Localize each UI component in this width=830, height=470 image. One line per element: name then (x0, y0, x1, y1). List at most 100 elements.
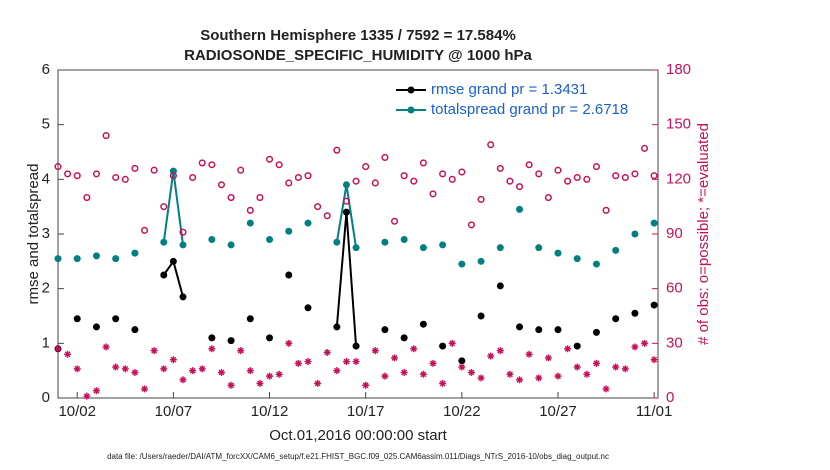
point (208, 334, 216, 342)
possible-marker (583, 175, 591, 183)
evaluated-marker (294, 359, 302, 367)
point (112, 315, 120, 323)
evaluated-marker (141, 385, 149, 393)
point (419, 320, 427, 328)
point (208, 235, 216, 243)
point (458, 357, 466, 365)
evaluated-marker (525, 350, 533, 358)
possible-marker (342, 197, 351, 205)
legend-label: rmse grand pr = 1.3431 (431, 81, 587, 98)
point (400, 235, 408, 243)
x-tick-label: 10/07 (155, 403, 193, 420)
possible-marker (381, 153, 389, 162)
y2-tick-label: 0 (666, 389, 674, 406)
possible-marker (390, 217, 399, 225)
y2-tick-label: 180 (666, 61, 691, 78)
point (131, 249, 139, 257)
x-tick-label: 10/27 (539, 403, 577, 420)
point (333, 238, 341, 246)
evaluated-marker (112, 363, 120, 371)
point (650, 301, 658, 309)
evaluated-marker (208, 345, 216, 353)
possible-marker (621, 173, 629, 182)
evaluated-marker (64, 350, 72, 358)
possible-marker (208, 161, 216, 169)
evaluated-marker (448, 339, 456, 347)
point (342, 181, 350, 189)
evaluated-marker (573, 363, 581, 371)
possible-marker (429, 190, 437, 198)
point (333, 323, 341, 331)
evaluated-marker (362, 381, 370, 389)
evaluated-marker (535, 374, 543, 382)
evaluated-marker (131, 368, 139, 376)
evaluated-marker (391, 354, 399, 362)
legend-label: totalspread grand pr = 2.6718 (431, 101, 628, 118)
point (285, 271, 293, 279)
possible-marker (237, 166, 245, 174)
y2-tick-label: 60 (666, 280, 683, 297)
possible-marker (160, 203, 168, 211)
evaluated-marker (83, 392, 91, 400)
evaluated-marker (227, 381, 235, 389)
y-tick-label: 2 (42, 280, 50, 297)
point (246, 219, 254, 227)
point (352, 244, 360, 252)
point (381, 238, 389, 246)
possible-marker (362, 163, 370, 171)
x-tick-label: 10/22 (443, 403, 481, 420)
point (631, 230, 639, 238)
point (535, 244, 543, 252)
possible-marker (439, 170, 447, 178)
point (73, 315, 81, 323)
evaluated-marker (419, 370, 427, 378)
point (227, 241, 235, 249)
possible-marker (304, 172, 312, 180)
point (342, 208, 350, 216)
evaluated-marker (198, 365, 206, 373)
point (266, 235, 274, 243)
evaluated-marker (179, 376, 187, 384)
evaluated-marker (592, 359, 600, 367)
evaluated-marker (73, 365, 81, 373)
possible-marker (189, 173, 197, 182)
evaluated-marker (256, 379, 264, 387)
possible-marker (602, 206, 610, 214)
point (266, 334, 274, 342)
evaluated-marker (641, 339, 649, 347)
possible-marker (612, 172, 620, 180)
evaluated-marker (266, 372, 274, 380)
point (246, 315, 254, 323)
evaluated-marker (516, 376, 524, 384)
possible-marker (314, 203, 322, 211)
possible-marker (294, 173, 302, 182)
evaluated-marker (467, 368, 475, 376)
point (631, 309, 639, 317)
evaluated-marker (477, 374, 485, 382)
point (179, 241, 187, 249)
possible-marker (131, 164, 139, 172)
point (592, 328, 600, 336)
possible-marker (535, 170, 543, 178)
possible-marker (419, 159, 427, 167)
x-tick-label: 10/17 (347, 403, 385, 420)
possible-marker (448, 175, 456, 183)
legend-marker (407, 86, 415, 94)
possible-marker (198, 159, 206, 167)
evaluated-marker (323, 348, 331, 356)
evaluated-marker (246, 367, 254, 375)
point (54, 255, 62, 263)
possible-marker (592, 163, 601, 171)
evaluated-marker (160, 365, 168, 373)
evaluated-marker (217, 368, 225, 376)
point (554, 326, 562, 334)
evaluated-marker (92, 387, 100, 395)
evaluated-marker (554, 372, 562, 380)
point (304, 219, 312, 227)
y2-tick-label: 120 (666, 170, 691, 187)
y-tick-label: 4 (42, 170, 50, 187)
point (419, 244, 427, 252)
possible-marker (169, 172, 177, 180)
